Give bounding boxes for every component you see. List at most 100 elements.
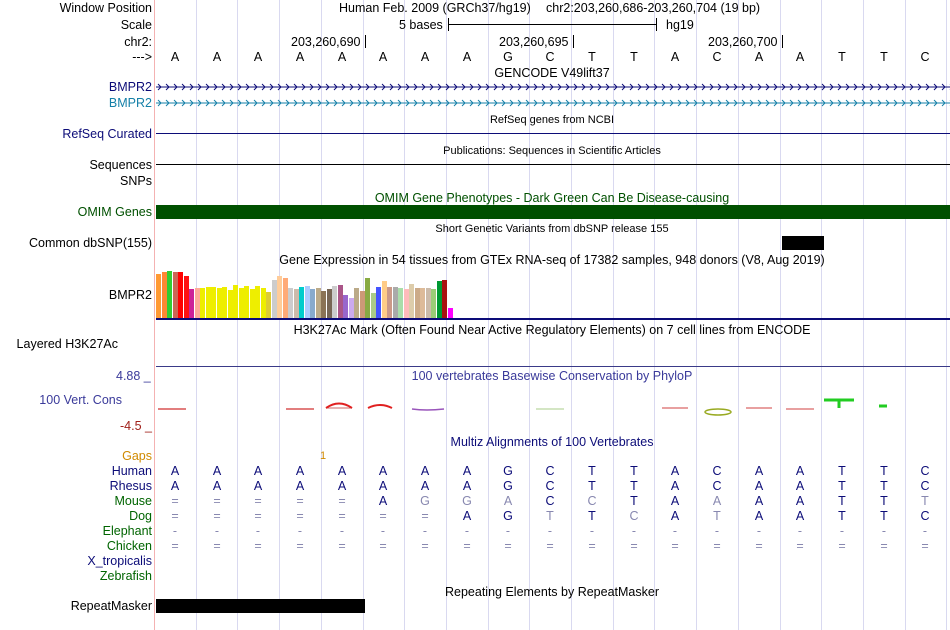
gtex-tissue-bar[interactable] bbox=[415, 288, 420, 318]
repeatmasker-element[interactable] bbox=[156, 599, 365, 613]
gtex-tissue-bar[interactable] bbox=[376, 287, 381, 318]
omim-track-title[interactable]: OMIM Gene Phenotypes - Dark Green Can Be… bbox=[374, 191, 730, 205]
reference-base: C bbox=[712, 50, 722, 64]
dbsnp-track-title[interactable]: Short Genetic Variants from dbSNP releas… bbox=[435, 223, 669, 235]
gtex-tissue-bar[interactable] bbox=[338, 285, 343, 318]
gtex-tissue-bar[interactable] bbox=[184, 276, 189, 318]
gtex-tissue-bar[interactable] bbox=[332, 286, 337, 318]
gtex-tissue-bar[interactable] bbox=[393, 287, 398, 318]
gtex-tissue-bar[interactable] bbox=[426, 288, 431, 318]
gtex-tissue-bar[interactable] bbox=[228, 290, 233, 318]
multiz-track-title[interactable]: Multiz Alignments of 100 Vertebrates bbox=[450, 435, 654, 449]
phylop-track-title[interactable]: 100 vertebrates Basewise Conservation by… bbox=[411, 369, 693, 383]
gtex-tissue-bar[interactable] bbox=[156, 274, 161, 318]
multiz-species-label[interactable]: Zebrafish bbox=[99, 569, 152, 583]
gtex-tissue-bar[interactable] bbox=[431, 289, 436, 318]
gtex-tissue-bar[interactable] bbox=[398, 288, 403, 318]
snps-label[interactable]: SNPs bbox=[120, 174, 152, 188]
gtex-tissue-bar[interactable] bbox=[217, 288, 222, 318]
gtex-tissue-bar[interactable] bbox=[442, 280, 447, 318]
gtex-tissue-bar[interactable] bbox=[409, 284, 414, 318]
gtex-tissue-bar[interactable] bbox=[178, 272, 183, 318]
multiz-species-label[interactable]: Chicken bbox=[106, 539, 152, 553]
gtex-tissue-bar[interactable] bbox=[233, 285, 238, 318]
gtex-tissue-bar[interactable] bbox=[288, 288, 293, 318]
gencode-track-title[interactable]: GENCODE V49lift37 bbox=[494, 66, 610, 80]
gtex-tissue-bar[interactable] bbox=[206, 287, 211, 318]
gtex-tissue-bar[interactable] bbox=[294, 289, 299, 318]
publications-track-title[interactable]: Publications: Sequences in Scientific Ar… bbox=[443, 145, 661, 157]
publications-line[interactable] bbox=[156, 164, 950, 165]
gtex-tissue-bar[interactable] bbox=[349, 298, 354, 318]
gtex-tissue-bar[interactable] bbox=[299, 287, 304, 318]
gtex-tissue-bar[interactable] bbox=[277, 276, 282, 318]
multiz-species-label[interactable]: Elephant bbox=[102, 524, 152, 538]
gtex-tissue-bar[interactable] bbox=[162, 272, 167, 318]
gtex-tissue-bar[interactable] bbox=[404, 289, 409, 318]
gtex-tissue-bar[interactable] bbox=[272, 280, 277, 318]
gtex-tissue-bar[interactable] bbox=[448, 308, 453, 318]
multiz-species-label[interactable]: Mouse bbox=[114, 494, 152, 508]
omim-gene-bar[interactable] bbox=[156, 205, 950, 219]
h3k27ac-track-title[interactable]: H3K27Ac Mark (Often Found Near Active Re… bbox=[293, 323, 811, 337]
gtex-tissue-bar[interactable] bbox=[420, 288, 425, 318]
gtex-tissue-bar[interactable] bbox=[360, 291, 365, 318]
gtex-tissue-bar[interactable] bbox=[354, 288, 359, 318]
multiz-gaps-label[interactable]: Gaps bbox=[122, 449, 152, 463]
refseq-track-title[interactable]: RefSeq genes from NCBI bbox=[489, 114, 615, 126]
gtex-tissue-bar[interactable] bbox=[327, 289, 332, 318]
gtex-tissue-bar[interactable] bbox=[173, 272, 178, 318]
multiz-gap-count: 1 bbox=[320, 450, 327, 462]
gtex-tissue-bar[interactable] bbox=[382, 281, 387, 318]
gtex-label[interactable]: BMPR2 bbox=[108, 288, 152, 302]
gtex-tissue-bar[interactable] bbox=[310, 289, 315, 318]
dbsnp-label[interactable]: Common dbSNP(155) bbox=[29, 236, 152, 250]
refseq-gene-line[interactable] bbox=[156, 133, 950, 134]
multiz-base: C bbox=[545, 464, 555, 478]
multiz-base: = bbox=[755, 539, 763, 553]
h3k27ac-label[interactable]: Layered H3K27Ac bbox=[16, 337, 118, 351]
gtex-tissue-bar[interactable] bbox=[387, 287, 392, 318]
phylop-label[interactable]: 100 Vert. Cons bbox=[39, 393, 122, 407]
gtex-tissue-bar[interactable] bbox=[189, 289, 194, 318]
dbsnp-variant[interactable] bbox=[782, 236, 824, 250]
repeatmasker-track-title[interactable]: Repeating Elements by RepeatMasker bbox=[444, 585, 660, 599]
gtex-tissue-bar[interactable] bbox=[321, 291, 326, 318]
gtex-tissue-bar[interactable] bbox=[261, 288, 266, 318]
gtex-tissue-bar[interactable] bbox=[305, 286, 310, 318]
gtex-tissue-bar[interactable] bbox=[195, 288, 200, 318]
gtex-tissue-bar[interactable] bbox=[239, 288, 244, 318]
gtex-tissue-bar[interactable] bbox=[222, 287, 227, 318]
multiz-species-label[interactable]: Human bbox=[111, 464, 152, 478]
phylop-wiggle[interactable] bbox=[156, 398, 950, 418]
multiz-base: = bbox=[379, 539, 387, 553]
gtex-track-title[interactable]: Gene Expression in 54 tissues from GTEx … bbox=[279, 253, 825, 267]
multiz-species-label[interactable]: X_tropicalis bbox=[87, 554, 152, 568]
multiz-species-label[interactable]: Dog bbox=[129, 509, 152, 523]
gtex-tissue-bar[interactable] bbox=[211, 287, 216, 318]
refseq-label[interactable]: RefSeq Curated bbox=[62, 127, 152, 141]
gencode-transcript-2[interactable] bbox=[156, 97, 950, 109]
gtex-tissue-bar[interactable] bbox=[343, 295, 348, 318]
publications-label[interactable]: Sequences bbox=[89, 158, 152, 172]
gencode-transcript-1[interactable] bbox=[156, 81, 950, 93]
gtex-tissue-bar[interactable] bbox=[200, 288, 205, 318]
gtex-bar-chart[interactable] bbox=[156, 270, 950, 318]
gencode-label-2[interactable]: BMPR2 bbox=[108, 96, 152, 110]
gtex-tissue-bar[interactable] bbox=[365, 278, 370, 318]
gtex-tissue-bar[interactable] bbox=[316, 288, 321, 318]
gencode-label-1[interactable]: BMPR2 bbox=[108, 80, 152, 94]
omim-label[interactable]: OMIM Genes bbox=[77, 205, 152, 219]
repeatmasker-label[interactable]: RepeatMasker bbox=[70, 599, 152, 613]
gtex-tissue-bar[interactable] bbox=[244, 286, 249, 318]
gtex-tissue-bar[interactable] bbox=[167, 271, 172, 318]
gtex-tissue-bar[interactable] bbox=[250, 289, 255, 318]
gtex-tissue-bar[interactable] bbox=[283, 278, 288, 318]
gtex-tissue-bar[interactable] bbox=[437, 281, 442, 318]
base-gridline bbox=[696, 0, 697, 630]
gtex-tissue-bar[interactable] bbox=[371, 293, 376, 318]
gtex-tissue-bar[interactable] bbox=[255, 286, 260, 318]
multiz-species-label[interactable]: Rhesus bbox=[109, 479, 152, 493]
gtex-tissue-bar[interactable] bbox=[266, 292, 271, 318]
